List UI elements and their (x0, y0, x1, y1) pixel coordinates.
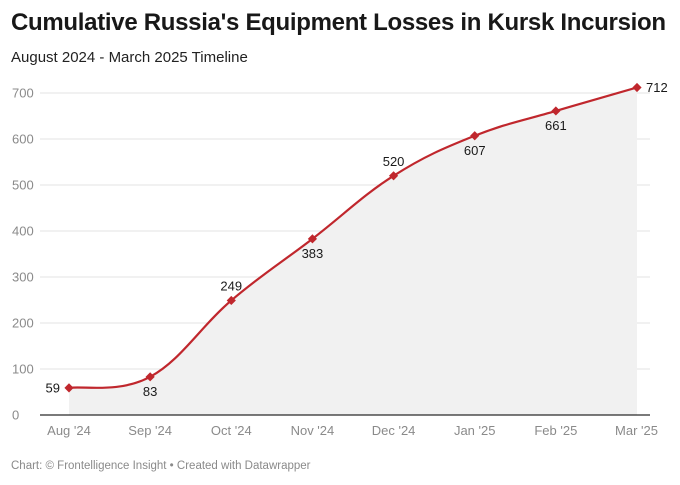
y-tick-label: 100 (12, 362, 34, 377)
area-fill (69, 87, 637, 415)
data-point-marker (632, 82, 642, 93)
chart-title: Cumulative Russia's Equipment Losses in … (11, 9, 666, 36)
data-label: 249 (220, 278, 242, 293)
data-point-marker (470, 131, 480, 141)
y-tick-label: 600 (12, 132, 34, 147)
line-chart: 0 100 200 300 400 500 600 700 Aug '24 Sep '24 Oct… (12, 80, 668, 438)
x-tick-label: Dec '24 (372, 423, 416, 438)
footer-credit: Chart: © Frontelligence Insight • Create… (11, 460, 311, 472)
x-tick-label: Feb '25 (534, 423, 577, 438)
data-point-marker (551, 106, 561, 116)
y-tick-label: 700 (12, 86, 34, 101)
data-labels: 59 83 249 383 520 607 661 712 (46, 80, 668, 399)
series-line (67, 86, 639, 389)
x-axis-tick-labels: Aug '24 Sep '24 Oct '24 Nov '24 Dec '24 Jan '… (47, 423, 658, 438)
data-label: 83 (143, 384, 157, 399)
y-tick-label: 200 (12, 316, 34, 331)
y-tick-label: 300 (12, 270, 34, 285)
data-point-marker (226, 295, 236, 306)
x-tick-label: Aug '24 (47, 423, 91, 438)
x-tick-label: Mar '25 (615, 423, 658, 438)
chart-subtitle: August 2024 - March 2025 Timeline (11, 49, 248, 66)
area-shape (69, 87, 637, 415)
series-line-path (67, 86, 639, 389)
y-axis-tick-labels: 0 100 200 300 400 500 600 700 (12, 86, 34, 423)
y-tick-label: 500 (12, 178, 34, 193)
data-point-marker (307, 234, 318, 244)
data-point-marker (145, 372, 155, 382)
data-label: 520 (383, 154, 405, 169)
x-tick-label: Jan '25 (454, 423, 496, 438)
data-markers (64, 82, 642, 393)
data-point-marker (64, 383, 74, 393)
y-tick-label: 0 (12, 408, 19, 423)
data-label: 59 (46, 380, 60, 395)
x-tick-label: Sep '24 (128, 423, 172, 438)
data-point-marker (388, 171, 399, 181)
data-label: 383 (302, 246, 324, 261)
data-label: 607 (464, 143, 486, 158)
y-tick-label: 400 (12, 224, 34, 239)
data-label: 712 (646, 80, 668, 95)
x-tick-label: Nov '24 (291, 423, 335, 438)
data-label: 661 (545, 118, 567, 133)
x-tick-label: Oct '24 (211, 423, 252, 438)
